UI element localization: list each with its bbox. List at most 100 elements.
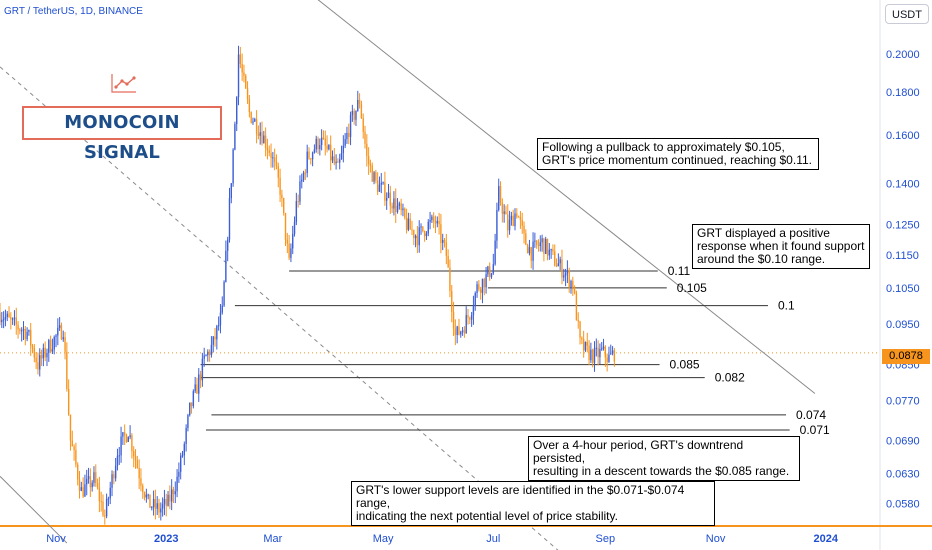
candle-body [478,284,480,290]
candle-body [2,319,5,321]
candle-body [77,464,79,480]
x-tick-4: Jul [486,533,500,545]
annotation-support-line-1: GRT displayed a positive [697,226,830,240]
candle-body [42,347,45,359]
candle-body [581,337,583,340]
candle-body [416,235,419,246]
candle-body [611,350,614,354]
y-tick-8: 0.0950 [886,319,920,331]
candle-body [10,317,12,320]
candle-body [293,221,296,234]
candle-body [98,487,101,502]
candle-body [33,348,36,358]
candle-body [496,209,498,241]
candle-body [431,216,433,220]
candle-body [216,325,218,340]
candle-body [351,111,354,115]
candle-body [400,203,402,211]
candle-body [167,494,169,506]
candle-body [286,239,289,244]
candle-body [499,186,502,203]
x-tick-2: Mar [263,533,282,545]
candle-body [613,350,616,362]
candle-body [272,157,274,159]
candle-body [252,121,254,123]
candle-body [122,432,124,437]
candle-body [248,99,251,113]
y-tick-4: 0.1400 [886,178,920,190]
candle-body [134,456,137,461]
candle-body [264,135,267,148]
candle-body [530,247,532,261]
candle-body [353,111,355,120]
candle-body [73,446,75,451]
candle-body [586,341,588,346]
candle-body [304,172,307,174]
candle-body [595,347,598,349]
candle-body [335,161,337,164]
candle-body [263,135,265,144]
candle-body [13,317,16,319]
candle-body [552,249,554,252]
candle-body [210,344,213,356]
candle-body [0,312,1,323]
x-tick-1: 2023 [154,533,178,545]
candle-body [333,156,335,164]
candle-body [360,103,363,119]
candle-body [225,250,227,282]
candle-body [420,226,422,228]
candle-body [78,479,81,491]
annotation-pullback: Following a pullback to approximately $0… [537,138,819,170]
y-tick-10: 0.0770 [886,396,920,408]
candle-body [313,149,316,153]
candle-body [111,474,113,488]
candle-body [299,181,301,202]
candle-body [602,346,605,349]
candle-body [89,476,92,488]
candle-body [46,352,48,358]
candle-body [190,402,193,407]
annotation-support-response: GRT displayed a positive response when i… [692,224,870,269]
candle-body [279,177,281,195]
candle-body [142,485,144,493]
candle-body [255,119,258,134]
candle-body [512,215,514,227]
level-label-4: 0.082 [715,371,745,385]
candle-body [40,355,43,359]
candle-body [449,267,451,291]
candle-body [452,312,455,329]
candle-body [185,427,187,445]
candle-body [95,472,97,484]
brand-logo-icon [110,72,138,94]
candle-body [427,221,429,234]
candle-body [432,216,435,222]
level-label-0: 0.11 [668,264,691,278]
candle-body [67,388,70,415]
candle-body [179,455,182,472]
candle-body [358,99,361,104]
candle-body [447,255,449,268]
candle-body [236,97,238,125]
candle-body [26,331,28,340]
candle-body [15,317,17,325]
currency-button[interactable]: USDT [885,4,929,24]
candle-body [411,229,413,231]
annotation-pullback-line-2: GRT's price momentum continued, reaching… [542,153,812,167]
candle-body [349,114,352,137]
candle-body [8,313,10,318]
candle-body [133,451,135,457]
candle-body [116,455,119,466]
candle-body [387,192,390,199]
candle-body [362,118,364,132]
candle-body [35,357,37,363]
candle-body [160,508,162,513]
candle-body [561,259,563,278]
candle-body [239,54,242,64]
candle-body [395,198,397,212]
candle-body [230,183,232,199]
candle-body [535,240,538,245]
candle-body [566,270,569,274]
candle-body [93,472,95,483]
